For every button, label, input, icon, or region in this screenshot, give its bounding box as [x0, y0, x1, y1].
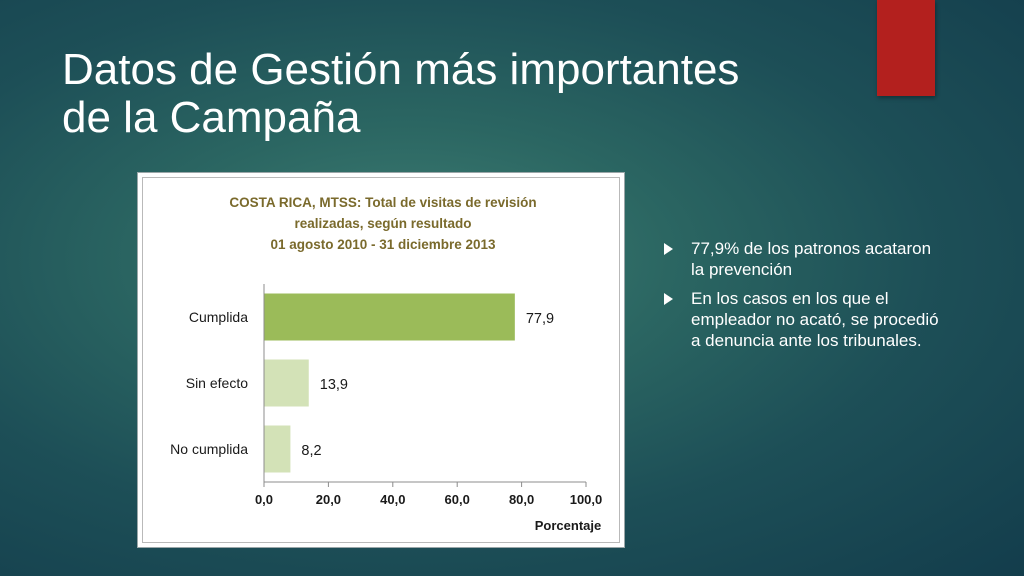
data-label: 77,9: [526, 311, 554, 327]
bullet-arrow-icon: [664, 293, 673, 305]
x-tick-label: 20,0: [316, 492, 341, 507]
x-tick-label: 0,0: [255, 492, 273, 507]
slide-title: Datos de Gestión más importantes de la C…: [62, 46, 862, 142]
category-label: Sin efecto: [186, 375, 248, 391]
bullet-item-2: En los casos en los que el empleador no …: [664, 288, 944, 351]
bar-cumplida: [264, 293, 515, 341]
slide-title-line-1: Datos de Gestión más importantes: [62, 45, 740, 94]
chart-title-line-1: COSTA RICA, MTSS: Total de visitas de re…: [229, 195, 537, 210]
data-label: 13,9: [320, 377, 348, 393]
bar-chart: Cumplida 77,9 Sin efecto 13,9 No cumplida 8,2…: [170, 284, 603, 533]
category-label: Cumplida: [189, 309, 248, 325]
x-tick-label: 60,0: [445, 492, 470, 507]
bullet-list: 77,9% de los patronos acataron la preven…: [664, 238, 944, 359]
bullet-text-2: En los casos en los que el empleador no …: [691, 289, 939, 350]
category-label: No cumplida: [170, 441, 248, 457]
x-axis-label: Porcentaje: [535, 518, 601, 533]
bullet-text-1: 77,9% de los patronos acataron la preven…: [691, 239, 932, 279]
chart-area: COSTA RICA, MTSS: Total de visitas de re…: [142, 177, 620, 543]
bar-sin-efecto: [264, 359, 309, 407]
chart-title-line-2: realizadas, según resultado: [294, 216, 472, 231]
x-tick-label: 80,0: [509, 492, 534, 507]
x-tick-label: 100,0: [570, 492, 603, 507]
bar-no-cumplida: [264, 425, 291, 473]
chart-title: COSTA RICA, MTSS: Total de visitas de re…: [183, 192, 583, 255]
data-label: 8,2: [301, 443, 321, 459]
chart-frame: COSTA RICA, MTSS: Total de visitas de re…: [137, 172, 625, 548]
x-tick-label: 40,0: [380, 492, 405, 507]
bullet-item-1: 77,9% de los patronos acataron la preven…: [664, 238, 944, 280]
slide-title-line-2: de la Campaña: [62, 93, 361, 142]
accent-tab: [877, 0, 935, 96]
chart-title-line-3: 01 agosto 2010 - 31 diciembre 2013: [270, 237, 496, 252]
bullet-arrow-icon: [664, 243, 673, 255]
